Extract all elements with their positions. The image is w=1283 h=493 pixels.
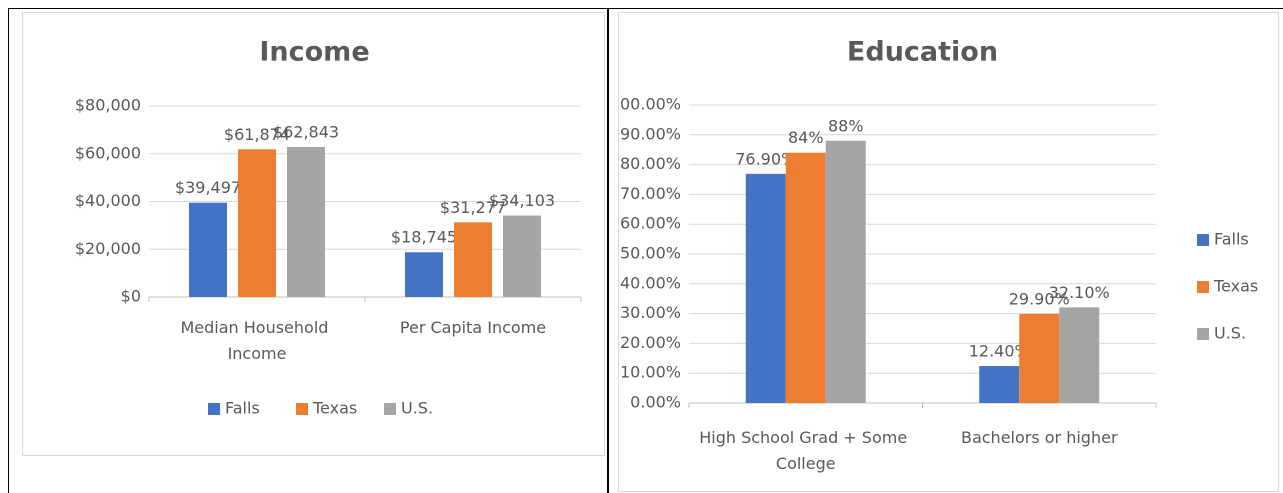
bar — [287, 146, 325, 297]
bar — [1019, 313, 1060, 403]
bar — [785, 152, 826, 403]
data-label: $18,745 — [391, 228, 457, 247]
legend-label: Falls — [1214, 230, 1249, 249]
data-label: $31,277 — [440, 198, 506, 217]
bar — [825, 140, 866, 403]
y-tick-label: $20,000 — [75, 239, 141, 258]
legend-swatch — [1197, 281, 1209, 293]
data-label: 29.90% — [1009, 289, 1070, 308]
legend-label: Texas — [312, 399, 357, 418]
y-tick-label: $40,000 — [75, 191, 141, 210]
data-label: 88% — [828, 116, 864, 135]
bar — [405, 252, 443, 297]
x-tick-label-line: High School Grad + Some — [699, 428, 912, 447]
chart: Income $0 $20,000 $40,000 $60,000 $80,000 Medi… — [22, 12, 605, 456]
data-label: 32.10% — [1049, 283, 1110, 302]
x-tick-label-line: Median Household — [180, 318, 333, 337]
y-tick-label: 0.00% — [630, 393, 681, 412]
data-label: 84% — [788, 128, 824, 147]
x-tick-label-line: Per Capita Income — [400, 318, 546, 337]
x-tick-label: Bachelors or higher — [961, 428, 1118, 447]
y-tick-label: 20.00% — [620, 333, 681, 352]
chart-title: Education — [847, 37, 998, 68]
data-label: 76.90% — [735, 149, 796, 168]
legend-label: Texas — [1213, 277, 1258, 296]
y-tick-label: 70.00% — [620, 184, 681, 203]
legend-swatch — [1197, 234, 1209, 246]
legend-label: Falls — [225, 399, 260, 418]
bar — [979, 366, 1020, 403]
y-tick-label: 50.00% — [620, 244, 681, 263]
legend-swatch — [296, 403, 308, 415]
y-tick-label: $80,000 — [75, 96, 141, 115]
data-label: $62,843 — [273, 122, 339, 141]
bar — [238, 149, 276, 297]
y-tick-label: $0 — [121, 287, 141, 306]
y-tick-label: 100.00% — [618, 95, 681, 114]
x-tick-label-line: Income — [228, 344, 287, 363]
x-tick-label-line: Bachelors or higher — [961, 428, 1118, 447]
table-border — [8, 8, 1283, 9]
bar — [189, 202, 227, 297]
y-tick-label: 30.00% — [620, 303, 681, 322]
bar — [454, 222, 492, 297]
data-label: $61,874 — [224, 125, 290, 144]
table-border — [607, 8, 609, 493]
data-label: $39,497 — [175, 178, 241, 197]
x-tick-label: High School Grad + Some College — [699, 428, 912, 473]
table-border — [8, 8, 9, 493]
legend-label: U.S. — [1214, 324, 1246, 343]
y-tick-label: 90.00% — [620, 124, 681, 143]
y-tick-label: 10.00% — [620, 363, 681, 382]
y-tick-label: 60.00% — [620, 214, 681, 233]
bar — [503, 215, 541, 297]
y-tick-label: $60,000 — [75, 143, 141, 162]
x-tick-label-line: College — [776, 454, 836, 473]
x-tick-label: Median Household Income — [180, 318, 333, 363]
data-label: $34,103 — [489, 191, 555, 210]
legend-swatch — [208, 403, 220, 415]
chart: Education 0.00% 10.00% 20.00% 30.00% 40.00% 50… — [618, 12, 1279, 492]
x-tick-label: Per Capita Income — [400, 318, 546, 337]
chart-title: Income — [259, 37, 369, 68]
legend-label: U.S. — [401, 399, 433, 418]
legend-swatch — [1197, 328, 1209, 340]
data-label: 12.40% — [969, 342, 1030, 361]
bar — [745, 173, 786, 403]
legend-swatch — [384, 403, 396, 415]
y-tick-label: 40.00% — [620, 273, 681, 292]
bar — [1059, 307, 1100, 403]
y-tick-label: 80.00% — [620, 154, 681, 173]
